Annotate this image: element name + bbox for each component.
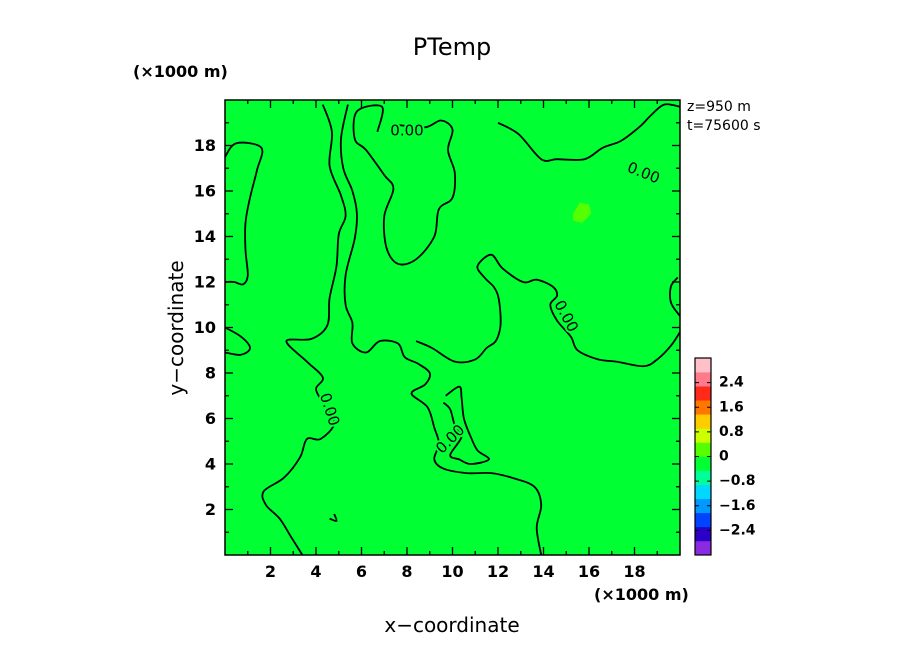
y-unit-label: (×1000 m) [133,62,228,81]
colorbar-segment [695,400,711,415]
x-tick-label: 2 [265,562,276,581]
colorbar-label: −1.6 [719,498,756,514]
x-tick-label: 18 [623,562,645,581]
colorbar-segment [695,386,711,401]
field-background [225,100,680,555]
x-axis-label: x−coordinate [384,613,519,637]
y-tick-label: 16 [194,182,216,201]
colorbar-segment [695,512,711,528]
info-line-t: t=75600 s [687,118,761,134]
contour-label: 0.00 [390,122,423,140]
colorbar-segment [695,456,711,471]
colorbar-label: 0.8 [719,424,744,440]
colorbar-segment [695,414,711,429]
contour-line [415,253,681,368]
colorbar-segment [695,358,711,373]
colorbar-label: −0.8 [719,473,756,489]
colorbar-segment [695,540,711,556]
colorbar-segment [695,372,711,387]
x-tick-label: 12 [487,562,509,581]
colorbar-segment [695,526,711,542]
y-axis-label: y−coordinate [164,260,188,395]
contour-line [224,326,251,356]
y-tick-label: 18 [194,136,216,155]
colorbar-label: 2.4 [719,375,744,391]
y-tick-label: 12 [194,273,216,292]
colorbar-segment [695,498,711,514]
contour-line [261,104,347,556]
x-tick-label: 10 [441,562,463,581]
contour-line [339,104,543,556]
colorbar-segment [695,484,711,500]
colorbar-segment [695,442,711,457]
y-tick-label: 4 [205,455,216,474]
colorbar-label: 0 [719,449,729,465]
x-tick-label: 14 [532,562,554,581]
y-tick-label: 8 [205,364,216,383]
contour-line [442,385,490,465]
x-unit-label: (×1000 m) [594,585,689,604]
contour-line [329,513,338,522]
y-axis: 2 4 6 8 10 12 14 16 18 [194,122,680,533]
contour-line [497,103,681,162]
chart-title: PTemp [413,33,491,61]
x-tick-label: 16 [578,562,600,581]
x-axis: 2 4 6 8 10 12 14 16 18 [247,100,658,581]
x-tick-label: 8 [401,562,412,581]
colorbar: 2.4 1.6 0.8 0 −0.8 −1.6 −2.4 [694,357,756,556]
info-line-z: z=950 m [687,99,751,115]
contour-line [224,141,264,286]
x-tick-label: 6 [356,562,367,581]
y-tick-label: 6 [205,409,216,428]
colorbar-label: 1.6 [719,399,744,415]
colorbar-label: −2.4 [719,522,756,538]
plot-area: 0.000.000.000.000.00 [224,99,681,556]
colorbar-segment [695,428,711,443]
contour-line [669,276,681,317]
y-tick-label: 10 [194,318,216,337]
colorbar-segment [695,470,711,485]
contour-line [352,104,457,266]
positive-region [573,202,592,223]
x-tick-label: 4 [310,562,321,581]
y-tick-label: 2 [205,500,216,519]
y-tick-label: 14 [194,227,216,246]
